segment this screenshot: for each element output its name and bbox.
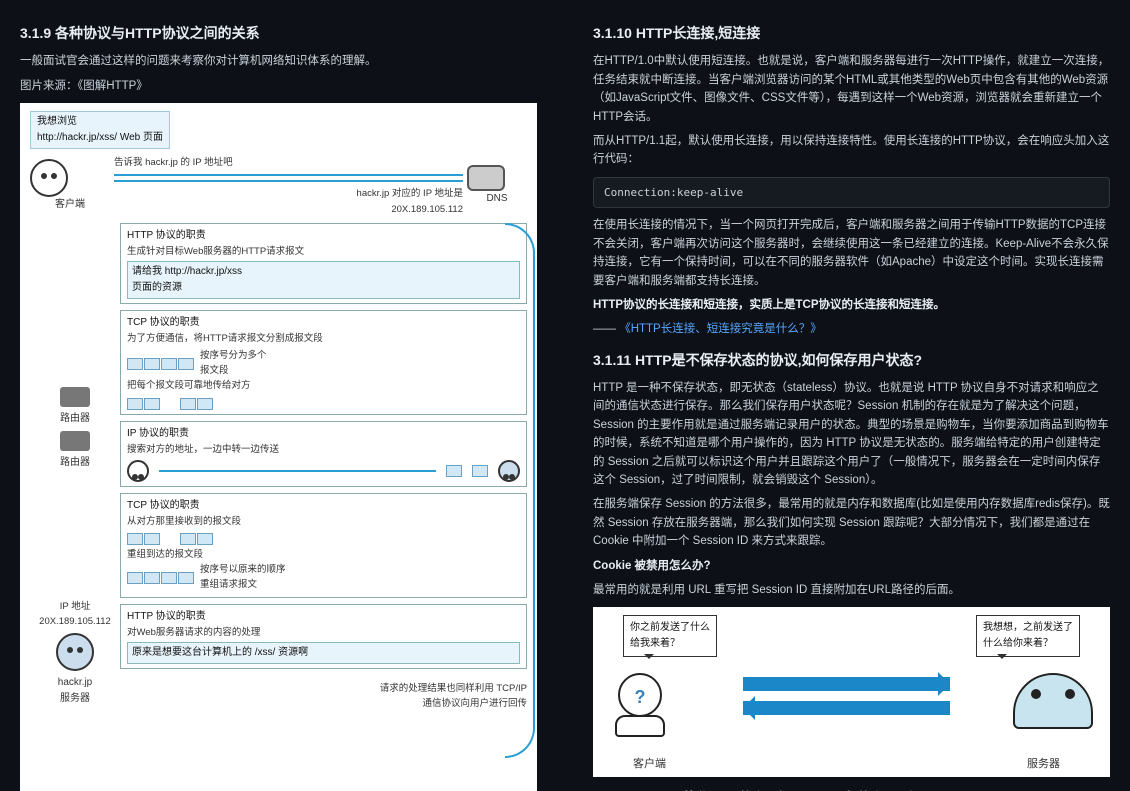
keepalive-code: Connection:keep-alive	[593, 177, 1110, 209]
heading-3110: 3.1.10 HTTP长连接,短连接	[593, 22, 1110, 44]
segments-icon	[127, 358, 194, 370]
ref-prefix: ——	[593, 323, 619, 335]
arrow-from-dns	[114, 180, 463, 182]
cartoon-arrows	[743, 677, 950, 715]
client-robot-icon	[30, 159, 68, 197]
tcp-recv-box: TCP 协议的职责 从对方那里接收到的报文段 重组到达的报文段 按序号以原来的顺…	[120, 493, 527, 598]
footer-2: 通信协议向用户进行回传	[120, 696, 527, 711]
tcp-sub: 为了方便通信，将HTTP请求报文分割成报文段	[127, 331, 520, 346]
ip-arrow	[159, 470, 436, 472]
server-robot-icon	[56, 633, 94, 671]
dns-label: DNS	[467, 191, 527, 207]
right-column: 3.1.10 HTTP长连接,短连接 在HTTP/1.0中默认使用短连接。也就是…	[565, 0, 1130, 791]
p3110d: HTTP协议的长连接和短连接，实质上是TCP协议的长连接和短连接。	[593, 296, 1110, 314]
server-role: 服务器	[58, 691, 92, 707]
p3110e: —— 《HTTP长连接、短连接究竟是什么？》	[593, 320, 1110, 338]
router-icon-2	[60, 431, 90, 451]
cartoon-client-label: 客户端	[633, 756, 666, 774]
http-inner-1: 请给我 http://hackr.jp/xss	[132, 264, 515, 280]
packet-1	[446, 465, 462, 477]
footer-1: 请求的处理结果也同样利用 TCP/IP	[120, 681, 527, 696]
p3111b: 在服务端保存 Session 的方法很多，最常用的就是内存和数据库(比如是使用内…	[593, 495, 1110, 550]
ip-box: IP 协议的职责 搜索对方的地址，一边中转一边传送	[120, 421, 527, 487]
router-label-2: 路由器	[60, 455, 90, 471]
client-speech: 你之前发送了什么 给我来着？	[623, 615, 717, 657]
p3111c: Cookie 被禁用怎么办?	[593, 557, 1110, 575]
http2-sub: 对Web服务器请求的内容的处理	[127, 625, 520, 640]
router-label-1: 路由器	[60, 411, 90, 427]
dns-server-icon	[467, 165, 505, 191]
server-speech-2: 什么给你来着？	[983, 636, 1073, 652]
arrow-to-dns	[114, 174, 463, 176]
dns-query-text: 告诉我 hackr.jp 的 IP 地址吧	[114, 155, 463, 170]
http-recv-box: HTTP 协议的职责 对Web服务器请求的内容的处理 原来是想要这台计算机上的 …	[120, 604, 527, 669]
para-319-intro: 一般面试官会通过这样的问题来考察你对计算机网络知识体系的理解。	[20, 52, 537, 70]
cartoon-server-label: 服务器	[1027, 756, 1060, 774]
cartoon-client-icon	[605, 673, 675, 753]
stateless-cartoon: 你之前发送了什么 给我来着？ 我想想，之前发送了 什么给你来着？ 客户端 服务器	[593, 607, 1110, 777]
mini-robot-2	[498, 460, 520, 482]
tcp2-sub: 从对方那里接收到的报文段	[127, 514, 520, 529]
p3110b: 而从HTTP/1.1起，默认使用长连接，用以保持连接特性。使用长连接的HTTP协…	[593, 132, 1110, 169]
server-name: hackr.jp	[58, 675, 92, 691]
http-request-box: HTTP 协议的职责 生成针对目标Web服务器的HTTP请求报文 请给我 htt…	[120, 223, 527, 304]
tcp2-note-3: 重组请求报文	[200, 577, 286, 592]
http2-inner: 原来是想要这台计算机上的 /xss/ 资源啊	[127, 642, 520, 664]
ref-link[interactable]: 《HTTP长连接、短连接究竟是什么？》	[619, 323, 822, 335]
thought-bubble: 我想浏览 http://hackr.jp/xss/ Web 页面	[30, 111, 170, 149]
tcp2-note-1: 重组到达的报文段	[127, 547, 520, 562]
heading-3111: 3.1.11 HTTP是不保存状态的协议,如何保存用户状态?	[593, 349, 1110, 371]
http-protocol-diagram: 我想浏览 http://hackr.jp/xss/ Web 页面 客户端 告诉我…	[20, 103, 537, 791]
heading-319: 3.1.9 各种协议与HTTP协议之间的关系	[20, 22, 537, 44]
protocol-stack: HTTP 协议的职责 生成针对目标Web服务器的HTTP请求报文 请给我 htt…	[120, 223, 527, 711]
http-title: HTTP 协议的职责	[127, 228, 520, 244]
left-column: 3.1.9 各种协议与HTTP协议之间的关系 一般面试官会通过这样的问题来考察你…	[0, 0, 565, 791]
para-319-src: 图片来源：《图解HTTP》	[20, 77, 537, 95]
tcp2-note-2: 按序号以原来的顺序	[200, 562, 286, 577]
http2-title: HTTP 协议的职责	[127, 609, 520, 625]
heading-3112: 3.1.12 Cookie的作用是什么?和Session有什么区别?	[593, 787, 1110, 791]
tcp-note-1: 按序号分为多个	[200, 348, 267, 363]
ip-label-2: 20X.189.105.112	[39, 614, 111, 629]
mini-robot-1	[127, 460, 149, 482]
client-label: 客户端	[30, 197, 110, 213]
cartoon-server-icon	[1008, 673, 1098, 753]
left-icon-column: 路由器 路由器 IP 地址 20X.189.105.112 hackr.jp 服…	[30, 223, 120, 707]
tcp-title: TCP 协议的职责	[127, 315, 520, 331]
server-speech: 我想想，之前发送了 什么给你来着？	[976, 615, 1080, 657]
ip-title: IP 协议的职责	[127, 426, 520, 442]
http-inner-2: 页面的资源	[132, 280, 515, 296]
flow-curve	[505, 223, 535, 758]
dns-resp-1: hackr.jp 对应的 IP 地址是	[114, 186, 463, 201]
http-sub: 生成针对目标Web服务器的HTTP请求报文	[127, 244, 520, 259]
p3110c: 在使用长连接的情况下，当一个网页打开完成后，客户端和服务器之间用于传输HTTP数…	[593, 216, 1110, 290]
ip-sub: 搜索对方的地址，一边中转一边传送	[127, 442, 520, 457]
server-speech-1: 我想想，之前发送了	[983, 620, 1073, 636]
dns-resp-2: 20X.189.105.112	[114, 202, 463, 217]
bubble-line2: http://hackr.jp/xss/ Web 页面	[37, 130, 163, 146]
bubble-line1: 我想浏览	[37, 114, 163, 130]
tcp-note-3: 把每个报文段可靠地传给对方	[127, 378, 520, 393]
client-speech-2: 给我来着？	[630, 636, 710, 652]
tcp2-title: TCP 协议的职责	[127, 498, 520, 514]
tcp-send-box: TCP 协议的职责 为了方便通信，将HTTP请求报文分割成报文段 按序号分为多个…	[120, 310, 527, 415]
ip-label-1: IP 地址	[39, 599, 111, 614]
router-icon-1	[60, 387, 90, 407]
client-speech-1: 你之前发送了什么	[630, 620, 710, 636]
p3111d: 最常用的就是利用 URL 重写把 Session ID 直接附加在URL路径的后…	[593, 581, 1110, 599]
arrow-response	[743, 701, 950, 715]
p3110a: 在HTTP/1.0中默认使用短连接。也就是说，客户端和服务器每进行一次HTTP操…	[593, 52, 1110, 126]
packet-2	[472, 465, 488, 477]
arrow-request	[743, 677, 950, 691]
p3111a: HTTP 是一种不保存状态，即无状态（stateless）协议。也就是说 HTT…	[593, 379, 1110, 489]
tcp-note-2: 报文段	[200, 363, 267, 378]
